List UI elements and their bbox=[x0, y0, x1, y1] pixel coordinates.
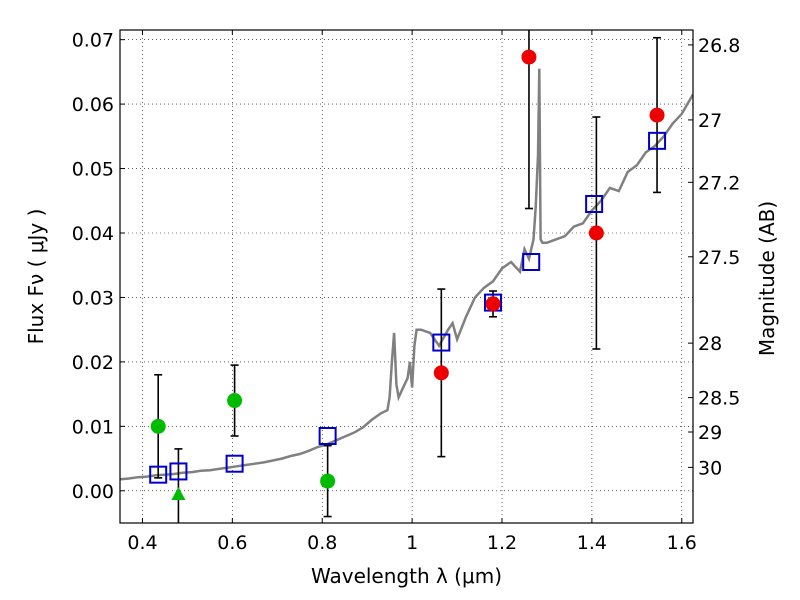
y-tick-label: 0.03 bbox=[72, 287, 114, 309]
y-tick-label: 0.00 bbox=[72, 481, 114, 503]
observed-point bbox=[433, 365, 449, 381]
y2-tick-label: 27.5 bbox=[698, 247, 740, 269]
y2-axis-label: Magnitude (AB) bbox=[755, 201, 779, 356]
observed-point bbox=[649, 107, 665, 123]
y2-tick-label: 30 bbox=[698, 457, 722, 479]
model-photometry-point bbox=[648, 131, 667, 150]
x-axis-label: Wavelength λ (μm) bbox=[311, 564, 502, 588]
y2-tick-label: 29 bbox=[698, 422, 722, 444]
y-axis-label: Flux Fν ( μJy ) bbox=[24, 209, 48, 345]
tick-labels: 0.4 0.6 0.8 1 1.2 1.4 1.6 0.00 0.01 0.02 0.03 0.04 0… bbox=[72, 30, 741, 554]
y2-tick-label: 26.8 bbox=[698, 35, 740, 57]
observed-point bbox=[150, 418, 166, 434]
x-tick-label: 0.6 bbox=[217, 532, 247, 554]
model-sed-line bbox=[120, 68, 693, 481]
x-tick-label: 1.2 bbox=[487, 532, 517, 554]
x-tick-label: 1 bbox=[406, 532, 418, 554]
model-photometry-point bbox=[522, 253, 541, 271]
y-tick-label: 0.07 bbox=[72, 30, 114, 52]
x-tick-label: 0.8 bbox=[307, 532, 337, 554]
y2-tick-label: 28.5 bbox=[698, 388, 740, 410]
observed-point bbox=[521, 49, 537, 65]
y-tick-label: 0.04 bbox=[72, 223, 114, 245]
observed-point bbox=[227, 393, 243, 409]
y-tick-label: 0.01 bbox=[72, 416, 114, 438]
model-photometry-point bbox=[169, 462, 188, 481]
observed-point bbox=[320, 473, 336, 489]
plot-area bbox=[120, 30, 693, 523]
observed-point bbox=[588, 225, 604, 241]
ticks bbox=[120, 30, 693, 523]
model-photometry-point bbox=[585, 195, 604, 213]
y2-tick-label: 27 bbox=[698, 110, 722, 132]
x-tick-label: 1.6 bbox=[667, 532, 697, 554]
observed-point bbox=[485, 296, 501, 312]
upper-limit-point bbox=[171, 487, 186, 500]
model-photometry-point bbox=[432, 333, 451, 352]
grid bbox=[120, 30, 693, 523]
x-tick-label: 0.4 bbox=[127, 532, 157, 554]
model-photometry-point bbox=[225, 454, 244, 473]
x-tick-label: 1.4 bbox=[577, 532, 607, 554]
model-photometry-point bbox=[149, 465, 168, 484]
y-tick-label: 0.02 bbox=[72, 352, 114, 374]
y2-tick-label: 28 bbox=[698, 333, 722, 355]
model-photometry-point bbox=[318, 427, 337, 445]
y-tick-label: 0.05 bbox=[72, 159, 114, 181]
plot-frame bbox=[119, 29, 694, 524]
y-tick-label: 0.06 bbox=[72, 94, 114, 116]
y2-tick-label: 27.2 bbox=[698, 172, 740, 194]
